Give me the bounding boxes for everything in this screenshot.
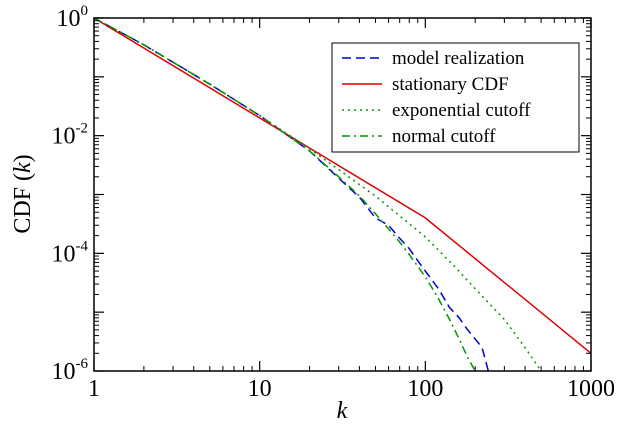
legend-label: model realization — [392, 48, 525, 69]
series-line-normal-cutoff — [94, 18, 476, 371]
y-tick-label: 10-4 — [52, 238, 89, 267]
x-tick-label: 100 — [407, 376, 443, 402]
ticks-layer: 1 10 100 1000 100 10-2 10-4 10-6 — [52, 3, 616, 402]
legend-label: normal cutoff — [392, 126, 496, 147]
y-tick-label: 100 — [57, 3, 89, 32]
x-tick-label: 10 — [248, 376, 272, 402]
series-layer — [94, 18, 591, 371]
legend-label: exponential cutoff — [392, 100, 531, 121]
x-axis-label: k — [337, 398, 348, 424]
legend-box — [331, 42, 580, 153]
series-line-stationary-cdf — [94, 18, 591, 354]
y-tick-label: 10-6 — [52, 356, 89, 385]
legend: model realization stationary CDF exponenti… — [331, 42, 580, 153]
x-tick-label: 1000 — [567, 376, 615, 402]
y-axis-label: CDF (k) — [10, 154, 36, 233]
legend-label: stationary CDF — [392, 74, 509, 95]
x-tick-label: 1 — [88, 376, 100, 402]
y-tick-label: 10-2 — [52, 121, 89, 150]
